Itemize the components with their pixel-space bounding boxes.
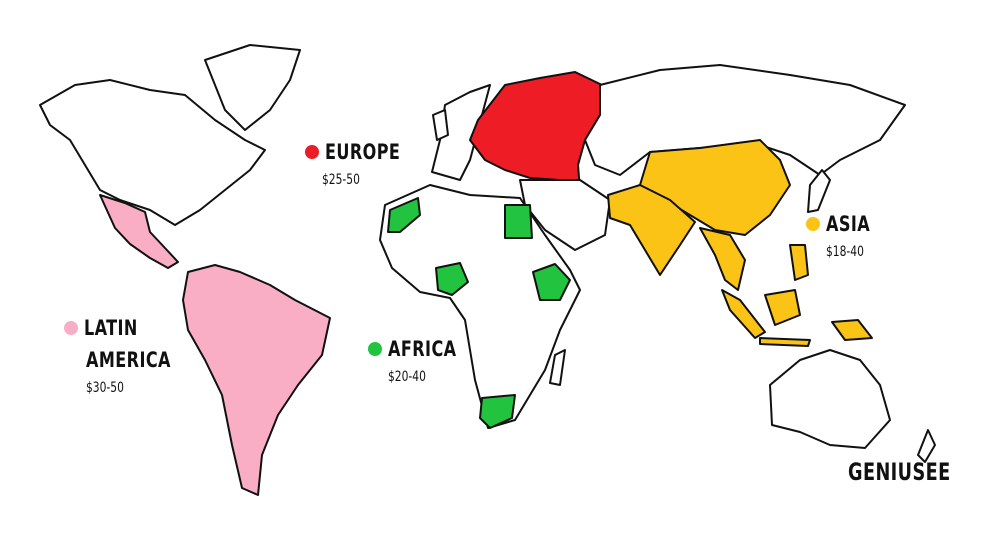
label-latin-america: LATIN AMERICA $30-50 [64,316,186,396]
europe-price: $25-50 [322,172,360,188]
africa-price: $20-40 [388,369,426,385]
australia [769,349,891,449]
nigeria [435,262,469,296]
label-asia: ASIA $18-40 [806,212,878,260]
asia-name: ASIA [826,212,871,236]
south-asia [607,184,696,276]
latin-america-name-2: AMERICA [86,348,171,372]
north-asia [584,64,906,176]
mexico-central-america [99,194,179,269]
sumatra [721,289,766,339]
label-europe: EUROPE $25-50 [305,140,414,188]
geniusee-logo: GENIUSEE [848,458,951,486]
south-africa [479,394,516,429]
japan [807,169,831,213]
south-america [182,264,331,496]
ethiopia [532,263,571,301]
asia-price: $18-40 [826,244,864,260]
new-zealand [917,429,936,463]
latin-america-dot [64,321,78,335]
latin-america-name-1: LATIN [84,316,138,340]
europe-dot [305,145,319,159]
europe-name: EUROPE [325,140,401,164]
uk [432,109,449,141]
new-guinea [831,319,873,341]
north-america [39,79,266,226]
asia-dot [806,217,820,231]
egypt [504,204,533,239]
java [759,337,811,347]
africa-name: AFRICA [388,337,457,361]
africa [379,184,581,429]
greenland [204,44,301,131]
southeast-asia [699,227,746,291]
madagascar [549,349,566,386]
eastern-europe [469,71,603,191]
africa-dot [368,342,382,356]
borneo [764,289,801,326]
morocco [387,197,421,233]
latin-america-price: $30-50 [86,380,124,396]
philippines [789,244,809,281]
western-europe [431,84,491,181]
label-africa: AFRICA $20-40 [368,337,469,385]
